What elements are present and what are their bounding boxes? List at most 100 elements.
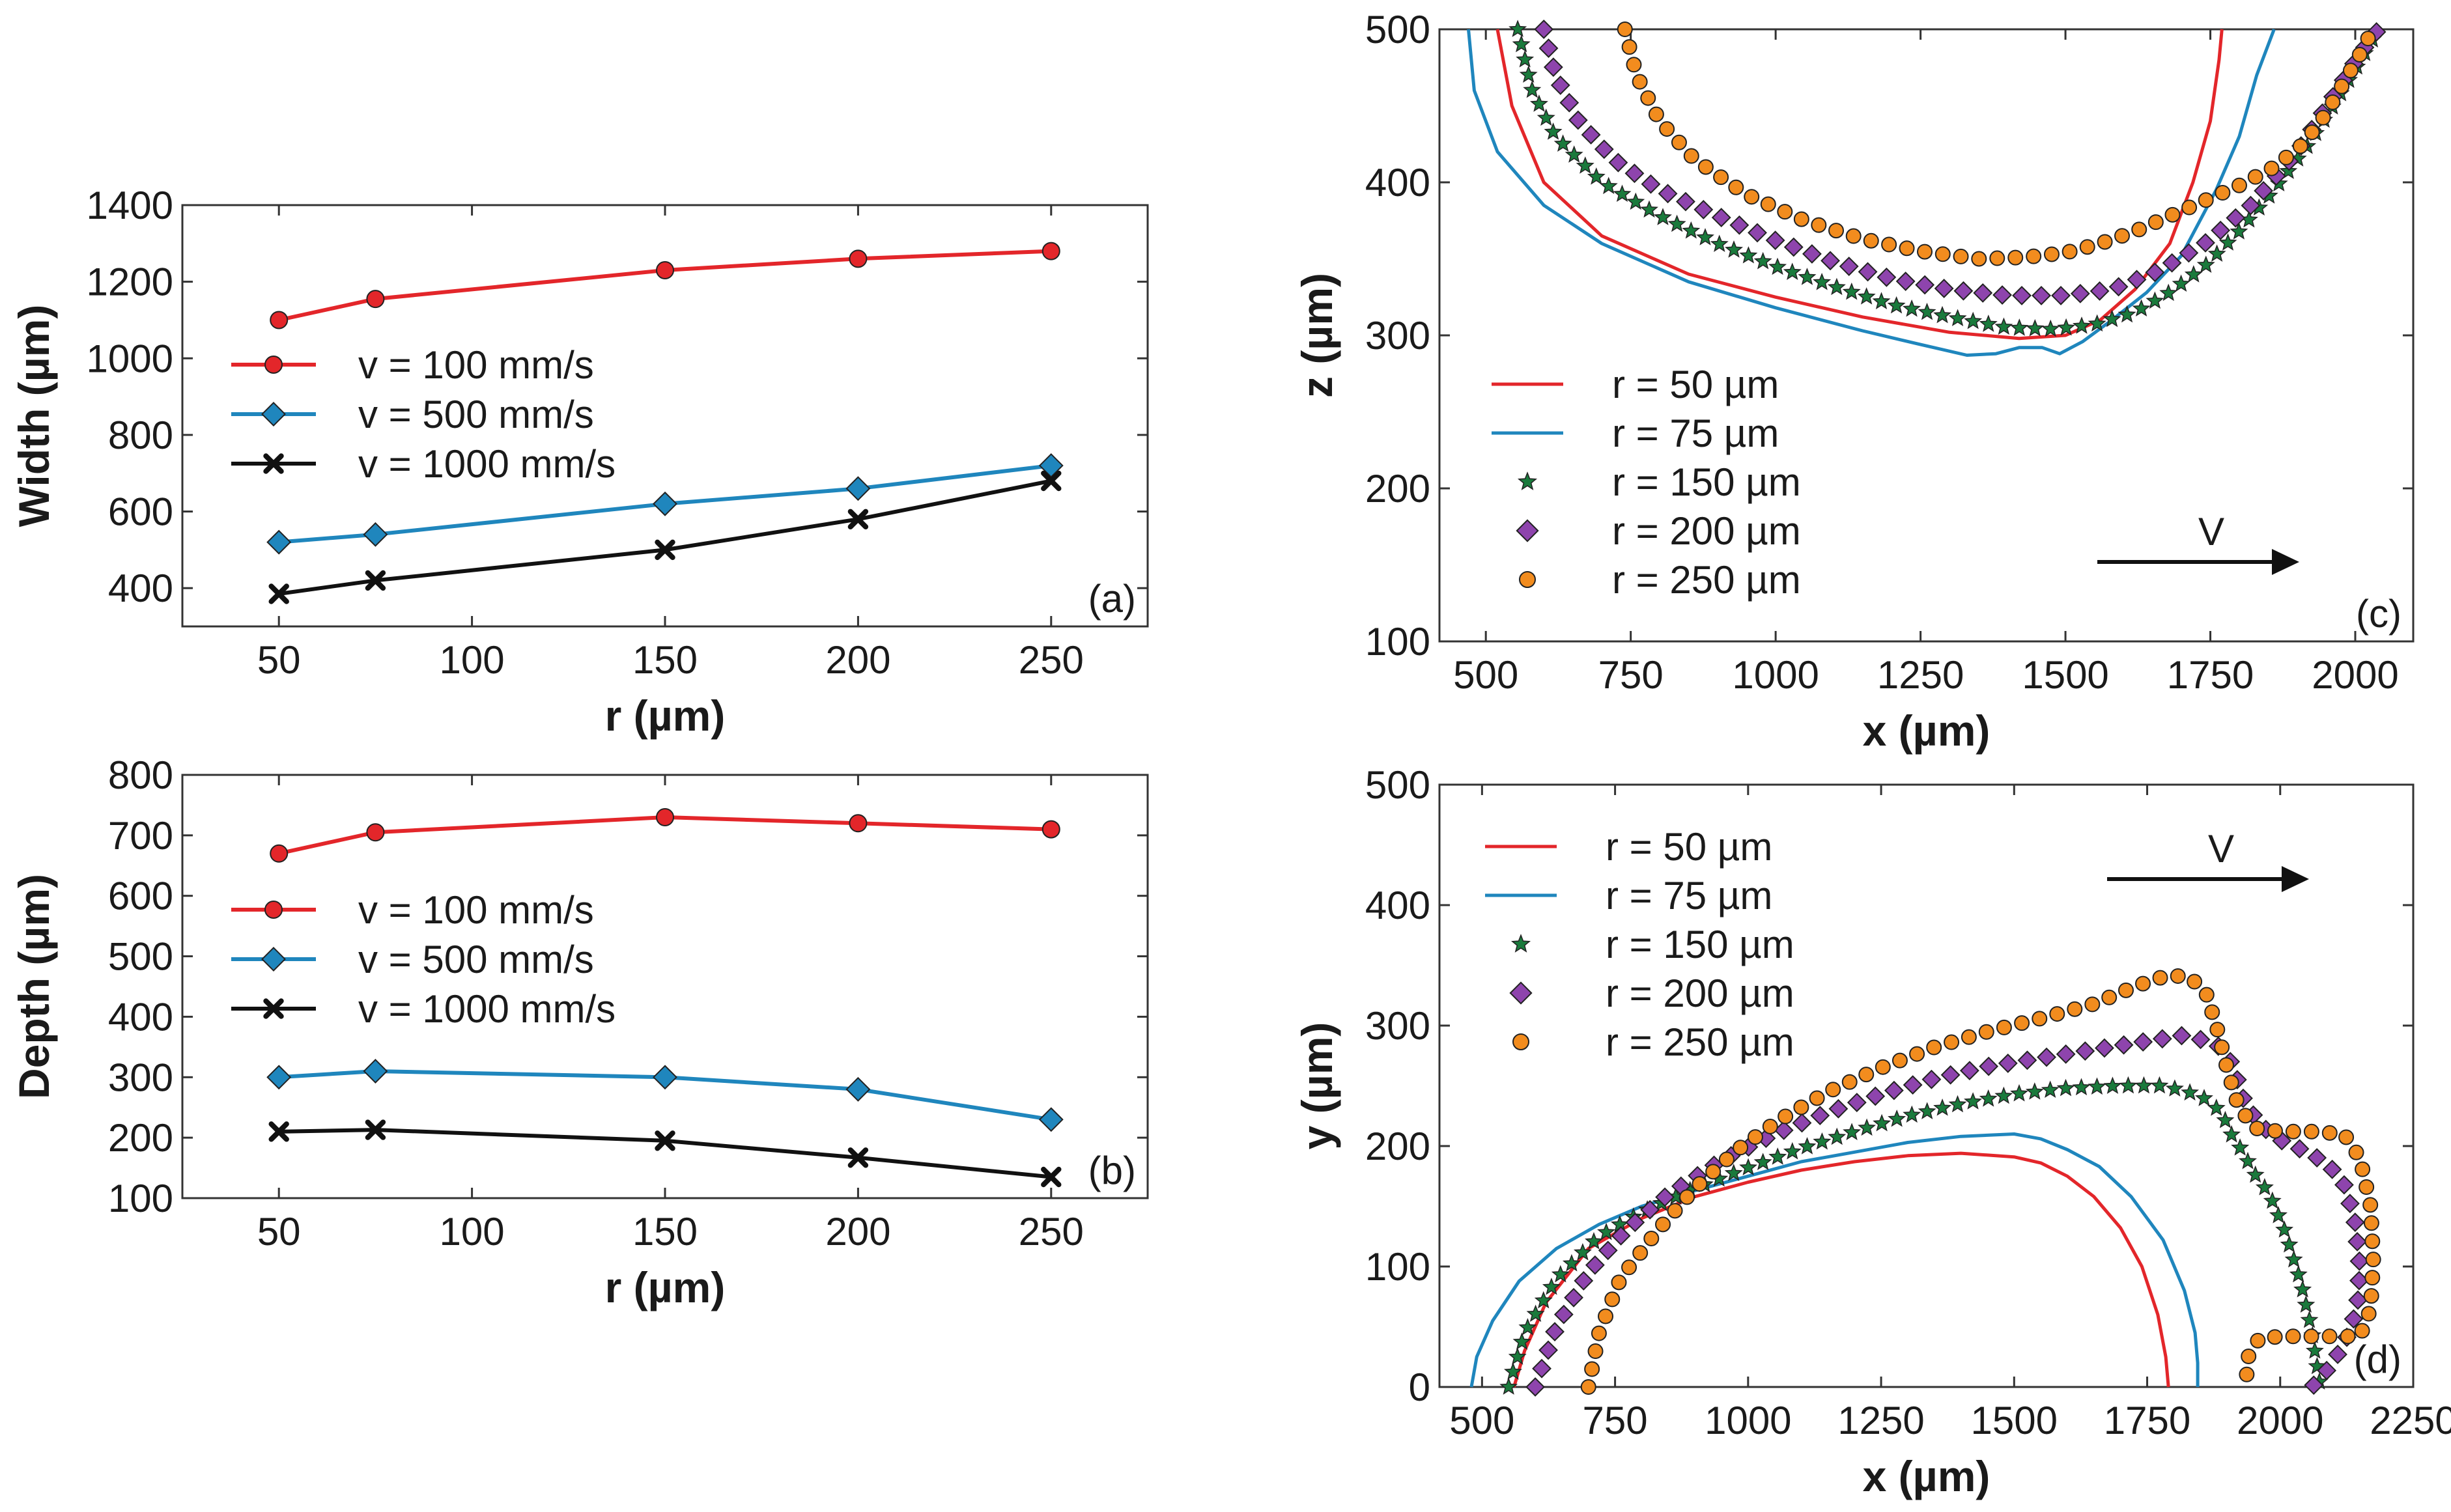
data-point [2194, 1089, 2213, 1106]
panel-label: (a) [1088, 577, 1136, 621]
data-point [1597, 1222, 1616, 1240]
data-point [1038, 453, 1064, 478]
data-point [2017, 1050, 2037, 1071]
data-point [1753, 251, 1772, 270]
data-point [1655, 1187, 1675, 1207]
data-point [1705, 1164, 1721, 1180]
data-point [1933, 305, 1952, 324]
data-point [1591, 1325, 1607, 1341]
data-point [2179, 243, 2199, 263]
x-axis-label: r (µm) [605, 692, 726, 740]
x-tick-label: 750 [1583, 1399, 1648, 1442]
data-point [1934, 246, 1951, 262]
data-point [2254, 181, 2274, 201]
x-tick-label: 1500 [2022, 653, 2108, 697]
x-tick-label: 2000 [2312, 653, 2398, 697]
data-point [1895, 272, 1916, 291]
data-point [1798, 1137, 1817, 1155]
data-point [2340, 1194, 2360, 1214]
legend-swatch-marker [263, 453, 284, 474]
data-point [2057, 318, 2076, 336]
data-point [2275, 1220, 2294, 1238]
data-point [2223, 1074, 2239, 1091]
arrow-head [2272, 549, 2299, 575]
legend-entry: v = 100 mm/s [231, 888, 594, 932]
data-point [1599, 176, 1618, 195]
data-point [1774, 1120, 1794, 1140]
data-point [847, 509, 869, 530]
y-axis-label: z (µm) [1293, 273, 1341, 398]
data-point [1550, 76, 1570, 95]
data-point [2289, 1265, 2308, 1283]
data-point [1921, 1069, 1942, 1089]
data-point [1604, 1291, 1621, 1308]
legend-swatch-marker [1510, 934, 1531, 953]
legend-entry: v = 500 mm/s [231, 938, 594, 981]
data-point [1626, 57, 1642, 73]
data-point [1682, 221, 1701, 239]
x-tick-label: 2000 [2237, 1399, 2323, 1442]
y-tick-label: 800 [108, 413, 173, 457]
data-point [366, 823, 385, 842]
data-point [1693, 199, 1714, 219]
arrow-head [2282, 866, 2309, 892]
data-point [1534, 20, 1554, 39]
data-point [1926, 1039, 1942, 1056]
y-tick-label: 300 [1365, 1004, 1430, 1048]
legend-entry: r = 75 µm [1485, 874, 1772, 917]
x-tick-label: 1250 [1837, 1399, 1924, 1442]
data-point [1783, 262, 1802, 280]
y-tick-label: 300 [1365, 314, 1430, 357]
y-tick-label: 600 [108, 875, 173, 918]
legend-label: r = 200 µm [1606, 972, 1794, 1015]
data-point [2241, 195, 2261, 216]
data-point [1842, 282, 1861, 300]
data-point [2056, 1044, 2076, 1064]
data-point [1613, 184, 1632, 203]
data-point [2285, 1328, 2301, 1345]
data-point [2364, 1270, 2381, 1286]
data-point [1762, 1118, 1778, 1134]
legend-swatch-marker [261, 947, 286, 972]
data-point [1512, 35, 1531, 53]
data-point [1747, 1129, 1763, 1145]
x-tick-label: 250 [1019, 1210, 1084, 1253]
data-point [1608, 152, 1628, 173]
data-point [1994, 317, 2013, 335]
data-point [1903, 1075, 1923, 1095]
data-point [2222, 1125, 2241, 1143]
data-point [2007, 249, 2024, 266]
data-point [1934, 279, 1954, 298]
data-point [1611, 1274, 1627, 1291]
data-point [2342, 63, 2359, 79]
data-point [1692, 1176, 1708, 1192]
data-point [2360, 1306, 2377, 1322]
data-point [1532, 1358, 1551, 1379]
legend-entry: r = 75 µm [1492, 412, 1779, 455]
data-point [2037, 1047, 2056, 1067]
y-tick-label: 100 [1365, 1245, 1430, 1289]
data-point [1865, 1086, 1886, 1106]
data-point [2345, 1212, 2365, 1232]
data-point [2317, 1360, 2337, 1380]
data-point [1783, 1141, 1802, 1160]
data-point [2237, 1108, 2254, 1124]
data-point [2184, 265, 2203, 283]
data-point [366, 290, 385, 309]
data-point [1777, 204, 1793, 220]
data-point [1915, 275, 1935, 295]
data-point [2172, 274, 2190, 292]
data-point [1768, 1147, 1787, 1165]
data-point [2135, 975, 2151, 992]
data-point [1843, 1123, 1862, 1140]
series-line [279, 1128, 1052, 1179]
data-point [2095, 1038, 2114, 1058]
x-tick-label: 100 [440, 1210, 505, 1253]
data-point [1516, 50, 1535, 68]
data-point [2056, 1078, 2075, 1097]
y-tick-label: 100 [108, 1177, 173, 1220]
data-point [1041, 1166, 1062, 1188]
data-point [1621, 39, 1637, 55]
data-point [2289, 1139, 2310, 1159]
data-point [1573, 1242, 1592, 1261]
